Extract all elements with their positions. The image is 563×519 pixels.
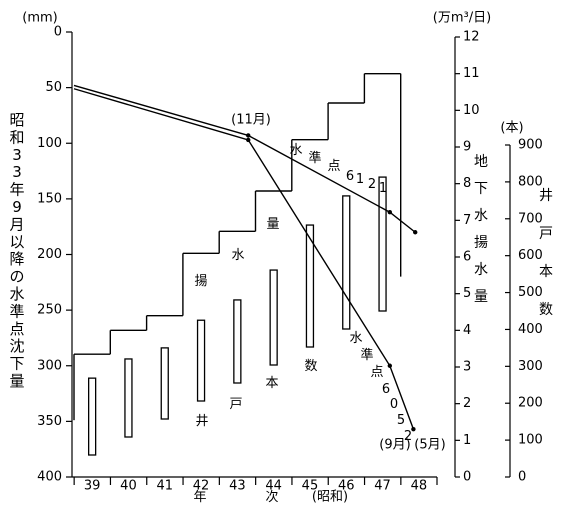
series-label: 揚水量 bbox=[194, 217, 279, 289]
series-label: 水準点6 1 2 1 bbox=[289, 143, 387, 196]
well-bar bbox=[233, 299, 242, 384]
y2-tick-label: 6 bbox=[463, 250, 471, 265]
annotation: (5月) bbox=[414, 438, 445, 453]
y2-tick-label: 9 bbox=[463, 140, 471, 155]
x-tick-label: 39 bbox=[84, 479, 101, 494]
y-tick-label: 300 bbox=[37, 358, 62, 373]
x-tick-label: 47 bbox=[374, 479, 391, 494]
y-tick-label: 400 bbox=[37, 470, 62, 485]
x-tick-label: 41 bbox=[156, 479, 173, 494]
y2-axis-title: 地下水揚水量 bbox=[474, 154, 488, 305]
y3-tick-label: 400 bbox=[518, 322, 543, 337]
y2-tick-label: 11 bbox=[463, 66, 480, 81]
x-tick-label: 45 bbox=[302, 479, 319, 494]
y3-tick-label: 500 bbox=[518, 285, 543, 300]
well-bar bbox=[305, 224, 315, 348]
y3-tick-label: 600 bbox=[518, 248, 543, 263]
x-axis-title: 年次 bbox=[193, 489, 278, 505]
y3-axis-title: 井戸本数 bbox=[539, 188, 553, 318]
y2-tick-label: 5 bbox=[463, 286, 471, 301]
well-bar bbox=[160, 347, 169, 420]
x-tick-label: 44 bbox=[265, 479, 282, 494]
y-tick-label: 100 bbox=[37, 136, 62, 151]
y2-tick-label: 0 bbox=[463, 470, 471, 485]
y2-tick-label: 12 bbox=[463, 30, 480, 45]
y-tick-label: 0 bbox=[54, 25, 62, 40]
well-bar bbox=[378, 176, 387, 312]
well-bar bbox=[124, 358, 133, 438]
x-tick-label: 48 bbox=[411, 479, 428, 494]
y-tick-label: 200 bbox=[37, 247, 62, 262]
y3-tick-label: 800 bbox=[518, 174, 543, 189]
y-unit: (mm) bbox=[22, 11, 57, 26]
y-tick-label: 150 bbox=[37, 191, 62, 206]
x-label-era: (昭和) bbox=[312, 490, 348, 505]
y-tick-label: 250 bbox=[37, 303, 62, 318]
well-bar bbox=[88, 377, 97, 456]
x-tick-label: 40 bbox=[120, 479, 137, 494]
series-label: 井戸本数 bbox=[195, 359, 317, 429]
point bbox=[246, 137, 251, 143]
x-tick-label: 42 bbox=[193, 479, 210, 494]
y-tick-label: 50 bbox=[45, 80, 62, 95]
y3-tick-label: 700 bbox=[518, 211, 543, 226]
y2-tick-label: 4 bbox=[463, 323, 471, 338]
annotation: (9月) bbox=[379, 438, 410, 453]
y3-tick-label: 200 bbox=[518, 396, 543, 411]
well-bar bbox=[196, 319, 206, 402]
y2-tick-label: 3 bbox=[463, 360, 471, 375]
annotation: (11月) bbox=[231, 113, 271, 128]
y2-tick-label: 10 bbox=[463, 103, 480, 118]
well-bar bbox=[342, 195, 351, 330]
series-label: 水準点 60 5 2 bbox=[349, 331, 412, 444]
y2-tick-label: 2 bbox=[463, 396, 471, 411]
point bbox=[387, 210, 393, 215]
point bbox=[387, 363, 393, 368]
y3-unit: (本) bbox=[500, 121, 523, 136]
y3-tick-label: 100 bbox=[518, 433, 543, 448]
y3-tick-label: 300 bbox=[518, 359, 543, 374]
y2-tick-label: 7 bbox=[463, 213, 471, 228]
y-tick-label: 350 bbox=[37, 414, 62, 429]
point bbox=[413, 230, 418, 235]
x-tick-label: 43 bbox=[229, 479, 246, 494]
well-bar bbox=[269, 269, 278, 366]
y3-tick-label: 900 bbox=[518, 138, 543, 153]
y2-tick-label: 1 bbox=[463, 433, 471, 448]
y2-unit: (万m³/日) bbox=[433, 11, 491, 26]
y3-tick-label: 0 bbox=[518, 470, 526, 485]
y-axis-title: 昭和 3 3 年 9 月以降の水準点沈下量 bbox=[9, 111, 24, 390]
point bbox=[411, 426, 416, 432]
subsidence-line bbox=[73, 84, 416, 233]
x-tick-label: 46 bbox=[338, 479, 355, 494]
y2-tick-label: 8 bbox=[463, 176, 471, 191]
point bbox=[246, 133, 251, 138]
subsidence-line bbox=[73, 88, 415, 430]
